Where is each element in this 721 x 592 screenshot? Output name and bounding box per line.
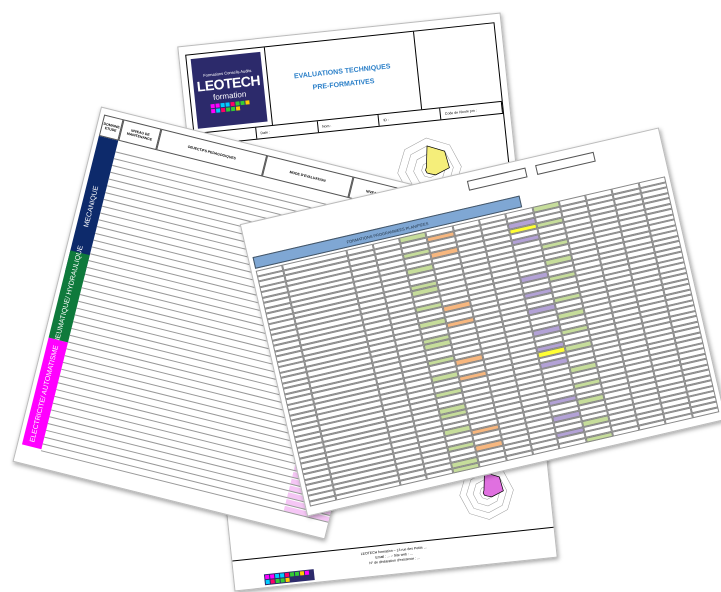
sheet-header-box	[535, 151, 596, 176]
logo-dot	[225, 101, 230, 107]
radar-chart-top	[397, 137, 462, 202]
logo-dot	[230, 101, 235, 106]
evaluation-page: Formations Conseils Audits LEOTECH forma…	[177, 12, 558, 592]
logo-dot	[210, 103, 215, 108]
logo-dot	[265, 579, 270, 585]
logo-dot	[279, 573, 285, 578]
header-right-cell	[414, 23, 502, 109]
logo-dot	[304, 570, 310, 576]
logo-dot	[240, 100, 245, 105]
logo-dot	[270, 579, 275, 584]
sheet-header-box	[466, 167, 528, 191]
logo-dot	[294, 571, 300, 577]
global-evaluation: Evaluation globale :	[194, 113, 514, 236]
column-header: NIVEAU DE MAINTENANCE	[118, 119, 162, 151]
radar-area	[482, 471, 504, 498]
logo-dot	[215, 102, 220, 108]
logo-dot	[264, 574, 270, 580]
logo-dot	[245, 99, 250, 105]
logo-dots	[210, 99, 251, 113]
logo-dot	[230, 106, 236, 111]
logo-dot	[285, 577, 290, 583]
leotech-logo: Formations Conseils Audits LEOTECH forma…	[190, 51, 268, 129]
logo-dot	[269, 574, 275, 579]
radar-ring	[459, 465, 514, 520]
logo-dot	[215, 107, 221, 113]
logo-dot	[289, 572, 295, 577]
logo-dot	[220, 102, 225, 107]
document-title: EVALUATIONS TECHNIQUES PRE-FORMATIVES	[263, 31, 423, 126]
logo-dot	[235, 100, 240, 106]
logo-dot	[284, 572, 290, 578]
logo-dot	[220, 107, 226, 112]
logo-dot	[235, 105, 241, 111]
radar-chart-bottom	[459, 465, 514, 520]
spreadsheet-grid	[255, 176, 721, 510]
logo-dot	[274, 573, 280, 579]
logo-dot	[225, 106, 231, 112]
logo-dot	[280, 578, 285, 583]
radar-ring	[466, 472, 507, 514]
logo-dot	[275, 578, 280, 584]
logo-dot	[210, 108, 216, 113]
radar-area	[425, 145, 450, 176]
page-footer: LEOTECH formation – 13 rue des Petits ..…	[232, 526, 556, 586]
logo-dot	[299, 571, 305, 576]
